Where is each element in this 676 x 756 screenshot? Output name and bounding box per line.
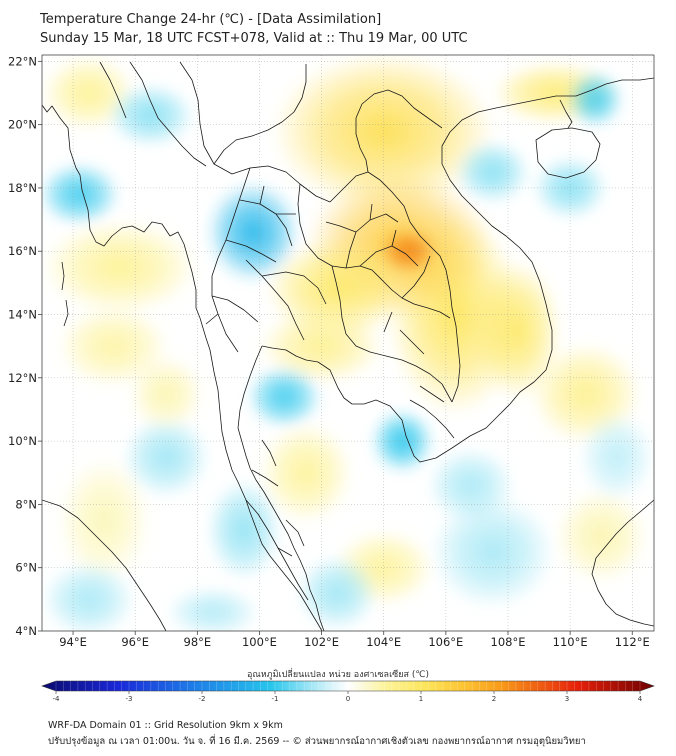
field-blob: [128, 355, 204, 432]
lat-tick-label: 20°N: [8, 118, 37, 132]
lat-tick-label: 8°N: [15, 497, 37, 511]
field-blob: [42, 162, 120, 226]
plot-frame: [41, 54, 655, 632]
field-blob: [567, 70, 623, 128]
field-blob: [579, 412, 654, 502]
field-blob: [42, 561, 136, 631]
colorbar-tick-label: 4: [638, 695, 643, 703]
lon-tick-label: 104°E: [366, 635, 401, 649]
colorbar-tick-label: -1: [272, 695, 279, 703]
lat-tick-label: 6°N: [15, 561, 37, 575]
field-blob: [296, 555, 378, 631]
footer-model-info: WRF-DA Domain 01 :: Grid Resolution 9km …: [48, 720, 283, 731]
map-title: Temperature Change 24-hr (℃) - [Data Ass…: [40, 12, 382, 27]
graticule: [42, 55, 654, 631]
lon-tick-label: 98°E: [184, 635, 212, 649]
field-blob: [122, 415, 210, 499]
lat-tick-label: 16°N: [8, 244, 37, 258]
field-blob: [166, 586, 260, 631]
colorbar-ticks: -4 -3 -2 -1 0 1 2 3 4: [53, 691, 643, 703]
coastlines-borders: [42, 61, 654, 631]
field-blob: [430, 494, 555, 609]
lon-tick-label: 96°E: [121, 635, 149, 649]
field-blob: [107, 83, 195, 147]
axis-labels: 94°E 96°E 98°E 100°E 102°E 104°E 106°E 108°E 110…: [8, 54, 650, 649]
lat-tick-label: 14°N: [8, 308, 37, 322]
field-blob: [206, 479, 282, 581]
map-subtitle: Sunday 15 Mar, 18 UTC FCST+078, Valid at…: [40, 31, 468, 46]
colorbar-tick-label: 2: [492, 695, 496, 703]
colorbar-tick-label: -3: [126, 695, 133, 703]
lon-tick-label: 94°E: [59, 635, 87, 649]
colorbar-tick-label: -4: [53, 695, 61, 703]
lon-tick-label: 108°E: [491, 635, 526, 649]
field-blob: [247, 365, 322, 429]
lon-tick-label: 102°E: [304, 635, 339, 649]
colorbar-segments: [55, 681, 641, 691]
lon-tick-label: 112°E: [615, 635, 650, 649]
lat-tick-label: 22°N: [8, 54, 37, 68]
field-blob: [554, 488, 648, 584]
lat-tick-label: 18°N: [8, 181, 37, 195]
plot-area: 94°E 96°E 98°E 100°E 102°E 104°E 106°E 108°E 110…: [8, 54, 655, 649]
lat-tick-label: 4°N: [15, 624, 37, 638]
lon-tick-label: 106°E: [428, 635, 463, 649]
field-blob: [57, 456, 151, 584]
lat-tick-label: 12°N: [8, 371, 37, 385]
field-blob: [473, 260, 561, 400]
temperature-field: [42, 55, 654, 631]
colorbar: -4 -3 -2 -1 0 1 2 3 4: [41, 680, 655, 703]
colorbar-tick-label: 3: [565, 695, 569, 703]
footer-credit: ปรับปรุงข้อมูล ณ เวลา 01:00น. วัน จ. ที่…: [48, 736, 586, 747]
lon-tick-label: 110°E: [553, 635, 588, 649]
field-blob: [271, 55, 496, 211]
lat-tick-label: 10°N: [8, 434, 37, 448]
colorbar-tick-label: -2: [199, 695, 206, 703]
field-blob: [259, 422, 353, 524]
colorbar-tick-label: 1: [419, 695, 423, 703]
field-blob: [42, 219, 198, 315]
colorbar-tick-label: 0: [346, 695, 350, 703]
field-blob: [427, 447, 515, 524]
field-blob: [455, 140, 530, 204]
lon-tick-label: 100°E: [242, 635, 277, 649]
colorbar-title: อุณหภูมิเปลี่ยนแปลง หน่วย องศาเซลเซียส (…: [246, 670, 430, 680]
field-blob: [206, 181, 300, 283]
